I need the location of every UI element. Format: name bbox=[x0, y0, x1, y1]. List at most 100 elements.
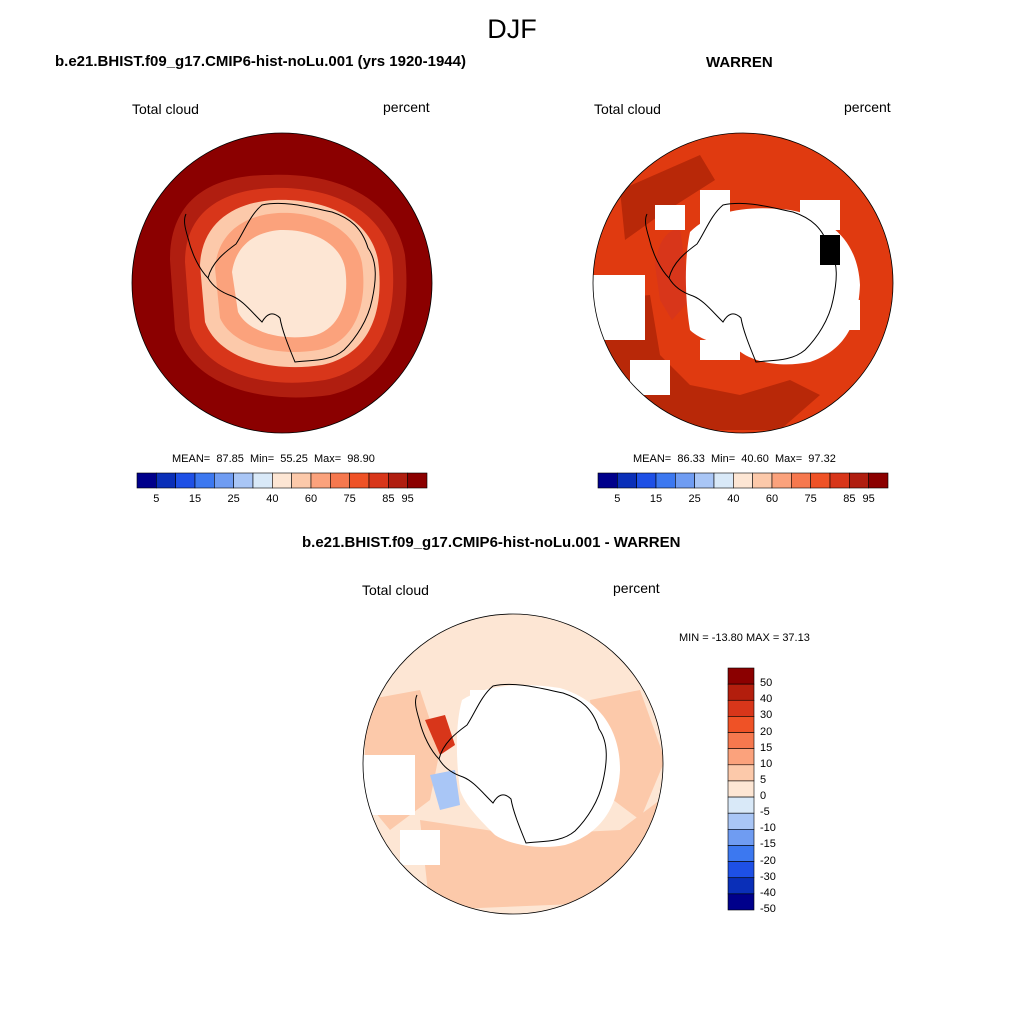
panel1-peninsula-coastline bbox=[184, 213, 209, 279]
panel3-colorbar-swatch bbox=[727, 699, 755, 717]
panel3-colorbar-swatch bbox=[727, 877, 755, 895]
panel2-colorbar-swatch bbox=[810, 472, 831, 489]
panel2-colorbar bbox=[597, 472, 889, 489]
panel2-colorbar-tick-label: 60 bbox=[765, 493, 779, 505]
panel2-colorbar-swatch bbox=[655, 472, 676, 489]
panel1-colorbar-swatch bbox=[252, 472, 273, 489]
panel3-colorbar-tick-label: -40 bbox=[760, 886, 776, 899]
panel1-title: b.e21.BHIST.f09_g17.CMIP6-hist-noLu.001 … bbox=[55, 53, 466, 70]
panel1-colorbar bbox=[136, 472, 428, 489]
panel2-colorbar-swatch bbox=[675, 472, 695, 489]
panel1-colorbar-swatch bbox=[272, 472, 292, 489]
panel2-colorbar-tick-label: 95 bbox=[862, 493, 875, 505]
panel3-colorbar-tick-label: 0 bbox=[760, 790, 767, 803]
panel3-colorbar-swatch bbox=[727, 716, 755, 733]
panel1-colorbar-tick-label: 15 bbox=[188, 493, 202, 505]
panel2-coastline bbox=[668, 202, 837, 363]
panel3-colorbar-tick-label: 30 bbox=[760, 709, 773, 722]
panel3-colorbar-swatch bbox=[727, 829, 755, 846]
panel3-colorbar-swatch bbox=[727, 893, 755, 911]
panel1-colorbar-swatch bbox=[368, 472, 389, 489]
panel2-colorbar-tick-label: 5 bbox=[614, 493, 621, 505]
panel2-units-label: percent bbox=[844, 99, 891, 115]
panel2-field-patch bbox=[600, 295, 820, 430]
panel3-colorbar-swatch bbox=[727, 861, 755, 879]
panel1-variable-label: Total cloud bbox=[132, 101, 199, 117]
panel1-colorbar-swatch bbox=[175, 472, 196, 489]
panel3-colorbar-swatch bbox=[727, 732, 755, 749]
panel2-colorbar-tick-label: 25 bbox=[688, 493, 701, 505]
panel3-colorbar-tick-label: 5 bbox=[760, 773, 767, 786]
panel2-colorbar-tick-label: 85 bbox=[843, 493, 856, 505]
panel1-colorbar-swatch bbox=[330, 472, 350, 489]
panel1-coastline bbox=[207, 202, 376, 363]
panel1-colorbar-swatch bbox=[310, 472, 331, 489]
panel3-colorbar-swatch bbox=[727, 796, 755, 814]
panel2-colorbar-swatch bbox=[636, 472, 657, 489]
panel2-colorbar-swatch bbox=[694, 472, 715, 489]
panel1-colorbar-swatch bbox=[136, 472, 157, 489]
panel2-colorbar-swatch bbox=[617, 472, 637, 489]
panel1-colorbar-swatch bbox=[291, 472, 312, 489]
panel2-variable-label: Total cloud bbox=[594, 101, 661, 117]
panel3-peninsula-coastline bbox=[415, 694, 440, 760]
panel1-map bbox=[132, 133, 432, 433]
panel3-colorbar-tick-label: 40 bbox=[760, 693, 773, 706]
panel1-interior-field bbox=[232, 229, 347, 338]
panel3-missing-data bbox=[363, 685, 620, 865]
panel1-colorbar-swatch bbox=[388, 472, 408, 489]
panel1-colorbar-tick-label: 75 bbox=[343, 493, 356, 505]
panel1-colorbar-tick-label: 5 bbox=[153, 493, 160, 505]
panel1-colorbar-swatch bbox=[214, 472, 234, 489]
panel3-colorbar-tick-label: -50 bbox=[760, 903, 776, 915]
panel3-colorbar-swatch bbox=[727, 667, 755, 685]
panel2-missing-data bbox=[593, 190, 860, 395]
panel1-colorbar-swatch bbox=[233, 472, 254, 489]
panel3-title: b.e21.BHIST.f09_g17.CMIP6-hist-noLu.001 … bbox=[302, 534, 681, 551]
panel2-field-patch bbox=[620, 155, 715, 240]
panel3-colorbar-tick-label: -20 bbox=[760, 854, 776, 867]
panel3-colorbar-swatch bbox=[727, 748, 755, 766]
panel2-peninsula-coastline bbox=[645, 213, 670, 279]
panel3-colorbar-swatch bbox=[727, 812, 755, 830]
panel3-colorbar-tick-label: 10 bbox=[760, 757, 773, 770]
panel2-colorbar-tick-label: 40 bbox=[727, 493, 740, 505]
panel3-difference-patch bbox=[430, 770, 460, 810]
panel3-colorbar bbox=[727, 667, 755, 911]
panel3-colorbar-swatch bbox=[727, 764, 755, 782]
panel3-colorbar-tick-label: -15 bbox=[760, 838, 776, 851]
panel2-colorbar-swatch bbox=[868, 472, 889, 489]
panel1-colorbar-tick-label: 85 bbox=[382, 493, 395, 505]
panel2-colorbar-tick-label: 15 bbox=[649, 493, 663, 505]
panel2-colorbar-swatch bbox=[829, 472, 850, 489]
panel3-colorbar-tick-label: -10 bbox=[760, 822, 776, 835]
panel3-colorbar-tick-label: -30 bbox=[760, 870, 776, 883]
panel3-stats: MIN = -13.80 MAX = 37.13 bbox=[679, 632, 810, 644]
panel3-colorbar-tick-label: 50 bbox=[760, 677, 773, 690]
panel1-colorbar-swatch bbox=[194, 472, 215, 489]
panel2-colorbar-swatch bbox=[733, 472, 753, 489]
panel2-colorbar-swatch bbox=[713, 472, 734, 489]
panel2-colorbar-swatch bbox=[791, 472, 811, 489]
panel1-stats: MEAN= 87.85 Min= 55.25 Max= 98.90 bbox=[172, 453, 375, 465]
panel2-colorbar-swatch bbox=[752, 472, 773, 489]
panel2-map-border bbox=[592, 132, 894, 434]
panel1-colorbar-swatch bbox=[349, 472, 370, 489]
panel2-stats: MEAN= 86.33 Min= 40.60 Max= 97.32 bbox=[633, 453, 836, 465]
panel2-colorbar-tick-label: 75 bbox=[804, 493, 817, 505]
panel3-colorbar-tick-label: 15 bbox=[760, 741, 773, 754]
panel3-difference-patch bbox=[425, 715, 455, 755]
panel3-coastline bbox=[438, 683, 607, 844]
panel3-map bbox=[363, 614, 663, 914]
panel3-colorbar-swatch bbox=[727, 683, 755, 701]
panel1-colorbar-swatch bbox=[156, 472, 176, 489]
panel2-colorbar-swatch bbox=[597, 472, 618, 489]
panel1-colorbar-swatch bbox=[407, 472, 428, 489]
panel1-units-label: percent bbox=[383, 99, 430, 115]
panel2-map bbox=[593, 133, 893, 433]
panel1-colorbar-tick-label: 60 bbox=[304, 493, 318, 505]
panel2-colorbar-swatch bbox=[849, 472, 869, 489]
panel1-colorbar-tick-label: 95 bbox=[401, 493, 414, 505]
panel3-colorbar-swatch bbox=[727, 845, 755, 862]
